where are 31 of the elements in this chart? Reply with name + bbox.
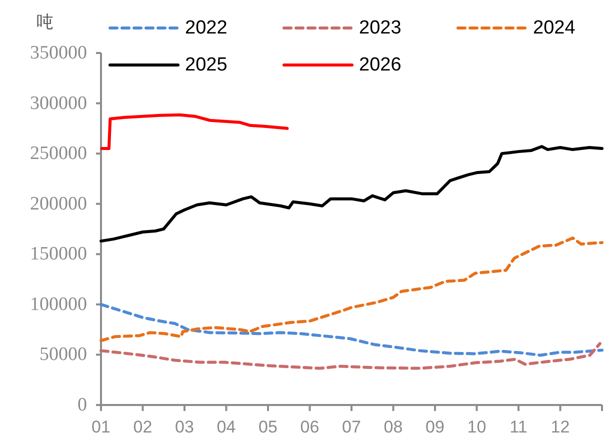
- x-tick-label: 01: [92, 418, 110, 436]
- legend-label: 2022: [185, 18, 228, 38]
- y-tick-label: 100000: [30, 294, 87, 315]
- line-series: [100, 342, 602, 370]
- y-tick-label: 250000: [30, 143, 87, 164]
- x-tick-label: 10: [467, 418, 486, 436]
- line-series: [100, 145, 604, 243]
- x-tick-label: 09: [426, 418, 444, 436]
- legend-label: 2026: [359, 54, 402, 76]
- x-tick-label: 05: [258, 418, 278, 436]
- y-tick-label: 50000: [40, 344, 87, 366]
- y-tick-label: 0: [78, 394, 87, 416]
- y-tick-label: 350000: [30, 42, 87, 64]
- legend-label: 2023: [359, 18, 402, 38]
- line-series: [100, 236, 604, 342]
- y-tick-label: 200000: [30, 193, 87, 214]
- x-tick-label: 04: [216, 418, 236, 436]
- x-tick-label: 07: [342, 418, 361, 436]
- y-tick-label: 300000: [30, 92, 87, 114]
- line-series: [100, 302, 604, 357]
- x-tick-label: 11: [510, 418, 528, 436]
- x-tick-label: 02: [133, 418, 152, 436]
- legend-label: 2025: [185, 54, 228, 76]
- y-axis-title: 吨: [36, 12, 54, 32]
- x-tick-label: 08: [384, 418, 403, 436]
- line-series: [100, 113, 289, 150]
- x-tick-label: 06: [300, 418, 320, 436]
- x-tick-label: 03: [175, 418, 194, 436]
- y-tick-label: 150000: [30, 244, 87, 265]
- legend-label: 2024: [533, 18, 576, 38]
- x-tick-label: 12: [550, 418, 570, 436]
